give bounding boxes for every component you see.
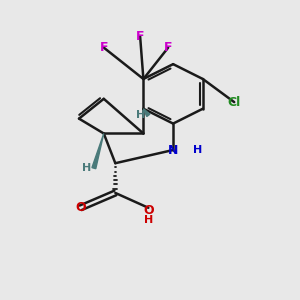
Text: Cl: Cl	[228, 96, 241, 109]
Text: F: F	[164, 41, 172, 54]
Text: F: F	[100, 41, 108, 54]
Text: H: H	[144, 215, 153, 225]
Text: N: N	[168, 143, 178, 157]
Text: H: H	[136, 110, 146, 120]
Text: F: F	[136, 30, 144, 43]
Polygon shape	[92, 134, 104, 169]
Text: O: O	[75, 201, 86, 214]
Text: O: O	[143, 204, 154, 217]
Text: H: H	[193, 145, 203, 155]
Text: H: H	[82, 163, 91, 173]
Polygon shape	[143, 109, 150, 116]
